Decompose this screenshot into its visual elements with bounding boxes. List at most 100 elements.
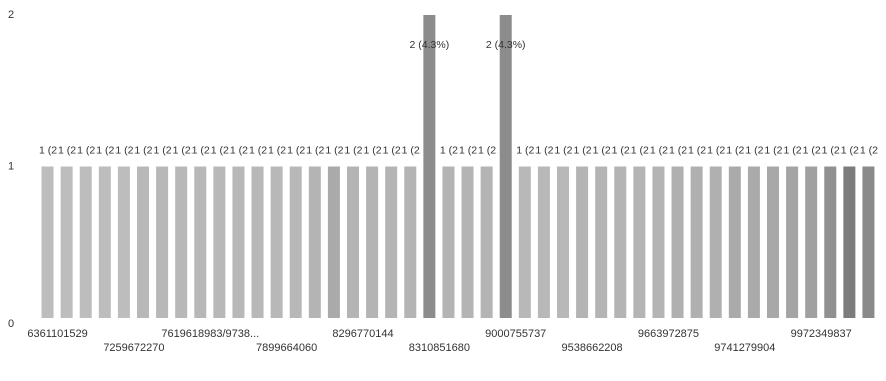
bar bbox=[557, 166, 569, 318]
bar bbox=[747, 166, 760, 318]
x-tick-label: 9741279904 bbox=[714, 342, 775, 354]
value-label: 1 (2.2%) bbox=[154, 144, 194, 156]
x-tick-label: 9972349837 bbox=[791, 328, 852, 340]
value-label: 1 (2.2%) bbox=[535, 144, 575, 156]
x-tick-label: 9000755737 bbox=[485, 328, 546, 340]
bar bbox=[385, 166, 398, 318]
bar bbox=[843, 166, 856, 318]
bar bbox=[576, 166, 589, 318]
value-label: 1 (2.2%) bbox=[58, 144, 98, 156]
value-label: 1 (2.2%) bbox=[669, 144, 709, 156]
bar bbox=[786, 166, 799, 318]
value-label: 1 (2.2%) bbox=[230, 144, 270, 156]
value-label: 1 (2.2%) bbox=[77, 144, 117, 156]
bar bbox=[347, 166, 359, 318]
value-label: 1 (2.2%) bbox=[364, 144, 404, 156]
bar bbox=[175, 166, 188, 318]
value-label: 1 (2.2%) bbox=[287, 144, 327, 156]
value-label: 1 (2.2%) bbox=[803, 144, 843, 156]
x-tick-label: 7259672270 bbox=[103, 342, 164, 354]
value-label: 1 (2.2%) bbox=[192, 144, 232, 156]
y-tick-label: 0 bbox=[8, 318, 14, 330]
bar bbox=[518, 166, 531, 318]
x-tick-label: 7899664060 bbox=[256, 342, 317, 354]
value-label: 1 (2.2%) bbox=[516, 144, 556, 156]
bar bbox=[633, 166, 646, 318]
value-label: 1 (2.2%) bbox=[325, 144, 365, 156]
bar bbox=[60, 166, 73, 318]
bar bbox=[690, 166, 703, 318]
value-label: 1 (2.2%) bbox=[478, 144, 518, 156]
y-tick-label: 2 bbox=[8, 9, 14, 21]
value-label: 1 (2.2%) bbox=[631, 144, 671, 156]
x-tick-label: 7619618983/9738... bbox=[161, 328, 259, 340]
bar bbox=[194, 166, 207, 318]
value-label: 1 (2.2%) bbox=[134, 144, 174, 156]
value-label: 1 (2.2%) bbox=[784, 144, 824, 156]
value-label: 1 (2.2%) bbox=[383, 144, 423, 156]
value-label: 1 (2.2%) bbox=[306, 144, 346, 156]
value-label: 1 (2.2%) bbox=[650, 144, 690, 156]
value-label: 1 (2.2%) bbox=[268, 144, 308, 156]
bar bbox=[709, 166, 722, 318]
value-label: 1 (2.2%) bbox=[574, 144, 614, 156]
bar bbox=[862, 166, 875, 318]
x-tick-label: 8310851680 bbox=[409, 342, 470, 354]
value-label: 1 (2.2%) bbox=[344, 144, 384, 156]
bar bbox=[671, 166, 684, 318]
value-label: 1 (2.2%) bbox=[612, 144, 652, 156]
value-label: 1 (2.2%) bbox=[841, 144, 881, 156]
value-label: 1 (2.2%) bbox=[173, 144, 213, 156]
bar bbox=[251, 166, 264, 318]
bar bbox=[480, 166, 493, 318]
value-label: 1 (2.2%) bbox=[707, 144, 747, 156]
bar bbox=[308, 166, 321, 318]
bar bbox=[289, 166, 302, 318]
x-tick-label: 8296770144 bbox=[332, 328, 393, 340]
bar bbox=[137, 166, 149, 318]
bar bbox=[404, 166, 417, 318]
value-label: 1 (2.2%) bbox=[554, 144, 594, 156]
value-label: 1 (2.2%) bbox=[402, 144, 442, 156]
value-label: 1 (2.2%) bbox=[764, 144, 804, 156]
bar bbox=[156, 166, 169, 318]
value-label: 1 (2.2%) bbox=[860, 144, 886, 156]
bar bbox=[805, 166, 818, 318]
bar bbox=[767, 166, 779, 318]
value-label: 1 (2.2%) bbox=[249, 144, 289, 156]
value-label: 1 (2.2%) bbox=[688, 144, 728, 156]
value-label: 1 (2.2%) bbox=[440, 144, 480, 156]
bar bbox=[232, 166, 245, 318]
value-label: 1 (2.2%) bbox=[726, 144, 766, 156]
y-tick-label: 1 bbox=[8, 160, 14, 172]
bar bbox=[98, 166, 111, 318]
bar bbox=[366, 166, 379, 318]
bar bbox=[728, 166, 741, 318]
bar bbox=[652, 166, 665, 318]
bar bbox=[41, 166, 54, 318]
value-label: 2 (4.3%) bbox=[410, 39, 450, 51]
bar bbox=[824, 166, 837, 318]
bar bbox=[117, 166, 130, 318]
value-label: 2 (4.3%) bbox=[486, 39, 526, 51]
value-label: 1 (2.2%) bbox=[115, 144, 155, 156]
x-tick-label: 6361101529 bbox=[27, 328, 87, 340]
bar bbox=[614, 166, 627, 318]
value-label: 1 (2.2%) bbox=[96, 144, 136, 156]
bar bbox=[423, 15, 436, 318]
bar bbox=[327, 166, 340, 318]
bar bbox=[461, 166, 474, 318]
bar bbox=[79, 166, 92, 318]
bar bbox=[537, 166, 550, 318]
value-label: 1 (2.2%) bbox=[745, 144, 785, 156]
x-tick-label: 9538662208 bbox=[561, 342, 622, 354]
bar bbox=[213, 166, 226, 318]
bar bbox=[499, 15, 512, 318]
bar bbox=[270, 166, 283, 318]
value-label: 1 (2.2%) bbox=[459, 144, 499, 156]
value-label: 1 (2.2%) bbox=[211, 144, 251, 156]
bar bbox=[442, 166, 455, 318]
x-tick-label: 9663972875 bbox=[638, 328, 699, 340]
value-label: 1 (2.2%) bbox=[822, 144, 862, 156]
